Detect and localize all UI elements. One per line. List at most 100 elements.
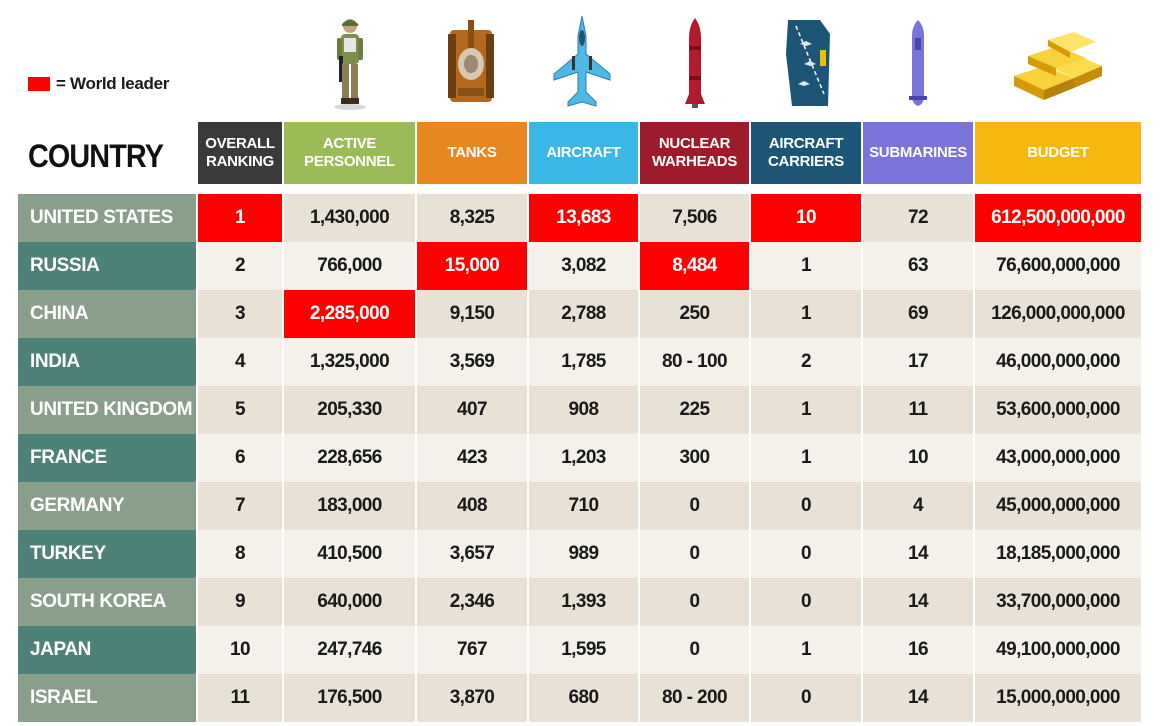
nuclear-missile-icon	[685, 18, 705, 108]
cell-submarines: 63	[863, 242, 973, 290]
cell-warheads: 250	[640, 290, 749, 338]
cell-carriers: 1	[751, 626, 861, 674]
country-cell: CHINA	[18, 290, 196, 338]
cell-warheads: 80 - 200	[640, 674, 749, 722]
cell-submarines: 14	[863, 530, 973, 578]
cell-personnel: 410,500	[284, 530, 415, 578]
table-row: UNITED KINGDOM 5 205,330 407 908 225 1 11 53,600…	[18, 386, 1141, 434]
column-header-personnel: ACTIVE PERSONNEL	[284, 122, 415, 184]
cell-carriers: 0	[751, 530, 861, 578]
cell-budget: 33,700,000,000	[975, 578, 1141, 626]
cell-rank: 11	[198, 674, 282, 722]
cell-carriers: 10	[751, 184, 861, 242]
cell-personnel: 766,000	[284, 242, 415, 290]
legend: = World leader	[28, 74, 169, 94]
cell-carriers: 0	[751, 674, 861, 722]
table-row: INDIA 4 1,325,000 3,569 1,785 80 - 100 2 17 46,0…	[18, 338, 1141, 386]
cell-rank: 5	[198, 386, 282, 434]
table-row: CHINA 3 2,285,000 9,150 2,788 250 1 69 126,000,0…	[18, 290, 1141, 338]
cell-carriers: 1	[751, 290, 861, 338]
cell-tanks: 8,325	[417, 184, 527, 242]
cell-budget: 43,000,000,000	[975, 434, 1141, 482]
cell-warheads: 0	[640, 578, 749, 626]
submarine-icon	[909, 20, 927, 106]
cell-personnel: 183,000	[284, 482, 415, 530]
cell-budget: 45,000,000,000	[975, 482, 1141, 530]
cell-warheads: 7,506	[640, 184, 749, 242]
cell-aircraft: 3,082	[529, 242, 638, 290]
cell-personnel: 247,746	[284, 626, 415, 674]
cell-budget: 46,000,000,000	[975, 338, 1141, 386]
country-cell: TURKEY	[18, 530, 196, 578]
cell-budget: 53,600,000,000	[975, 386, 1141, 434]
gold-bars-icon	[1014, 32, 1102, 100]
cell-tanks: 423	[417, 434, 527, 482]
cell-aircraft: 1,203	[529, 434, 638, 482]
column-header-budget: BUDGET	[975, 122, 1141, 184]
cell-carriers: 0	[751, 482, 861, 530]
cell-aircraft: 710	[529, 482, 638, 530]
cell-rank: 3	[198, 290, 282, 338]
cell-warheads: 300	[640, 434, 749, 482]
cell-tanks: 15,000	[417, 242, 527, 290]
cell-carriers: 2	[751, 338, 861, 386]
cell-rank: 7	[198, 482, 282, 530]
cell-aircraft: 1,393	[529, 578, 638, 626]
country-cell: UNITED STATES	[18, 184, 196, 242]
cell-rank: 1	[198, 184, 282, 242]
tank-icon	[448, 20, 494, 102]
cell-aircraft: 989	[529, 530, 638, 578]
fighter-jet-icon	[553, 15, 611, 107]
cell-tanks: 408	[417, 482, 527, 530]
cell-budget: 612,500,000,000	[975, 184, 1141, 242]
cell-budget: 49,100,000,000	[975, 626, 1141, 674]
country-cell: UNITED KINGDOM	[18, 386, 196, 434]
cell-budget: 76,600,000,000	[975, 242, 1141, 290]
table-row: UNITED STATES 1 1,430,000 8,325 13,683 7,506 1…	[18, 184, 1141, 242]
column-header-rank: OVERALL RANKING	[198, 122, 282, 184]
cell-warheads: 0	[640, 626, 749, 674]
military-ranking-table: OVERALL RANKING ACTIVE PERSONNEL TANKS AIRC…	[16, 122, 1143, 722]
cell-submarines: 69	[863, 290, 973, 338]
cell-tanks: 407	[417, 386, 527, 434]
cell-rank: 4	[198, 338, 282, 386]
cell-carriers: 1	[751, 434, 861, 482]
table-row: GERMANY 7 183,000 408 710 0 0 4 45,000,000,000	[18, 482, 1141, 530]
cell-rank: 9	[198, 578, 282, 626]
cell-tanks: 9,150	[417, 290, 527, 338]
column-header-warheads: NUCLEAR WARHEADS	[640, 122, 749, 184]
legend-label: = World leader	[56, 74, 170, 93]
column-header-tanks: TANKS	[417, 122, 527, 184]
column-header-carriers: AIRCRAFT CARRIERS	[751, 122, 861, 184]
cell-aircraft: 13,683	[529, 184, 638, 242]
cell-budget: 15,000,000,000	[975, 674, 1141, 722]
table-row: TURKEY 8 410,500 3,657 989 0 0 14 18,185,000,000	[18, 530, 1141, 578]
cell-tanks: 3,870	[417, 674, 527, 722]
table-row: ISRAEL 11 176,500 3,870 680 80 - 200 0 14 15,000…	[18, 674, 1141, 722]
cell-aircraft: 1,785	[529, 338, 638, 386]
cell-aircraft: 680	[529, 674, 638, 722]
cell-personnel: 1,430,000	[284, 184, 415, 242]
country-cell: FRANCE	[18, 434, 196, 482]
cell-submarines: 4	[863, 482, 973, 530]
cell-rank: 8	[198, 530, 282, 578]
country-cell: RUSSIA	[18, 242, 196, 290]
cell-submarines: 14	[863, 674, 973, 722]
cell-rank: 6	[198, 434, 282, 482]
cell-personnel: 640,000	[284, 578, 415, 626]
cell-carriers: 0	[751, 578, 861, 626]
cell-personnel: 1,325,000	[284, 338, 415, 386]
country-cell: INDIA	[18, 338, 196, 386]
cell-tanks: 3,569	[417, 338, 527, 386]
cell-carriers: 1	[751, 386, 861, 434]
table-body: UNITED STATES 1 1,430,000 8,325 13,683 7,506 1…	[18, 184, 1141, 722]
cell-personnel: 2,285,000	[284, 290, 415, 338]
cell-tanks: 767	[417, 626, 527, 674]
cell-tanks: 3,657	[417, 530, 527, 578]
cell-rank: 2	[198, 242, 282, 290]
cell-submarines: 72	[863, 184, 973, 242]
cell-submarines: 17	[863, 338, 973, 386]
cell-budget: 18,185,000,000	[975, 530, 1141, 578]
legend-swatch	[28, 77, 50, 91]
cell-warheads: 80 - 100	[640, 338, 749, 386]
